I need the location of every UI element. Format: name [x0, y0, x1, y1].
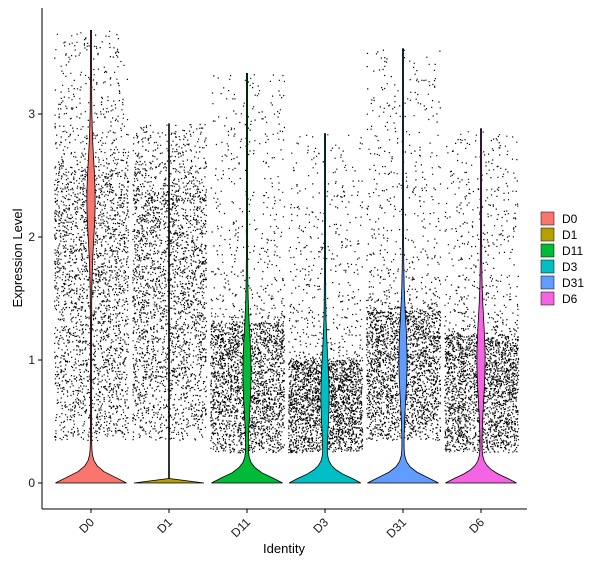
y-tick-label: 0	[28, 476, 35, 490]
legend-swatch-D11	[540, 243, 555, 258]
legend-label-D1: D1	[562, 228, 578, 242]
x-tick-label: D6	[466, 515, 487, 536]
legend-swatch-D3	[540, 259, 555, 274]
legend-swatch-D31	[540, 275, 555, 290]
y-ticks: 0 1 2 3	[28, 107, 42, 490]
x-axis-title: Identity	[263, 541, 305, 556]
violin-D0	[55, 30, 127, 484]
legend-label-D6: D6	[562, 292, 578, 306]
x-tick-label: D1	[154, 515, 175, 536]
y-axis-title: Expression Level	[10, 208, 25, 307]
jitter-points-D3	[288, 134, 364, 454]
legend: D0 D1 D11 D3 D31 D6	[540, 211, 584, 306]
violin-D31	[367, 48, 439, 484]
jitter-points-D11	[210, 74, 286, 454]
legend-swatch-D0	[540, 211, 555, 226]
violin-D6	[445, 128, 517, 484]
violin-D3	[288, 133, 362, 484]
legend-label-D0: D0	[562, 212, 578, 226]
jitter-points-D0	[54, 30, 130, 442]
violins	[55, 30, 517, 484]
legend-swatch-D6	[540, 291, 555, 306]
legend-swatch-D1	[540, 227, 555, 242]
x-ticks: D0 D1 D11 D3 D31 D6	[76, 509, 487, 541]
legend-label-D3: D3	[562, 260, 578, 274]
y-tick-label: 2	[28, 230, 35, 244]
violin-D11	[211, 73, 283, 484]
jitter-points-D1	[132, 123, 208, 441]
y-tick-label: 3	[28, 107, 35, 121]
jitter-points	[54, 30, 520, 454]
legend-label-D31: D31	[562, 276, 584, 290]
legend-label-D11: D11	[562, 244, 583, 258]
x-tick-label: D11	[228, 515, 253, 540]
x-tick-label: D31	[384, 515, 410, 541]
jitter-points-D31	[366, 49, 442, 442]
x-tick-label: D3	[310, 515, 331, 536]
x-tick-label: D0	[76, 515, 97, 536]
violin-D1	[133, 123, 205, 484]
y-tick-label: 1	[28, 353, 35, 367]
